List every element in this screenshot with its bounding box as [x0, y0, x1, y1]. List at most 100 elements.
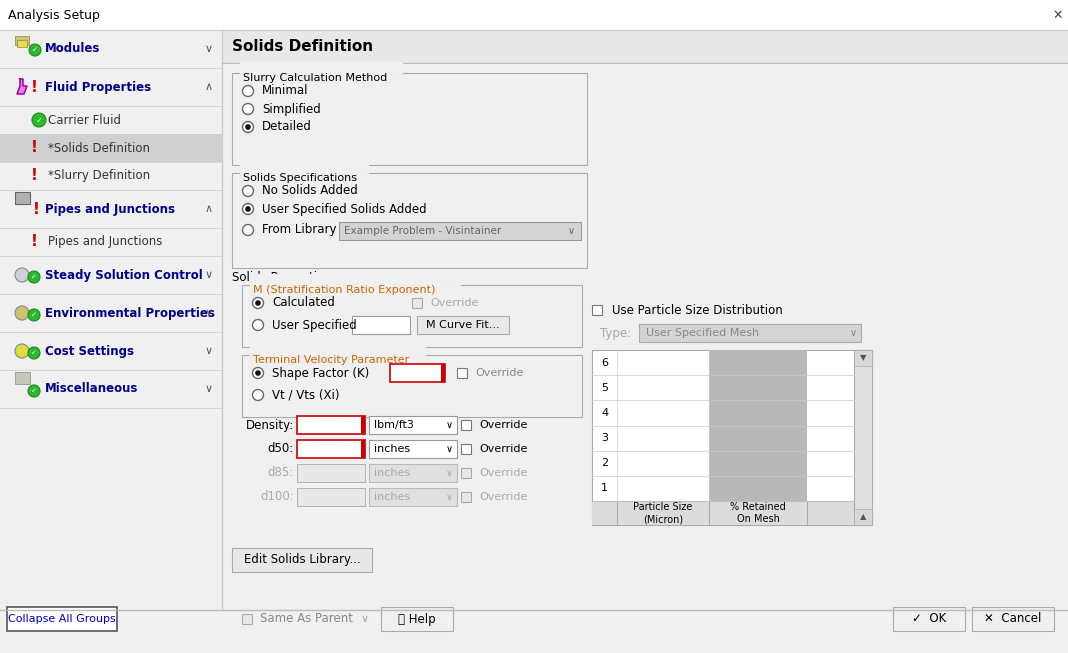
- Text: ∨: ∨: [205, 384, 213, 394]
- Bar: [709, 400, 807, 426]
- Bar: [17, 40, 27, 47]
- Text: *Slurry Definition: *Slurry Definition: [48, 170, 151, 182]
- Circle shape: [242, 204, 253, 214]
- Text: ✓: ✓: [31, 274, 37, 280]
- Text: Override: Override: [480, 468, 528, 478]
- Bar: [7, 607, 117, 631]
- Text: ∨: ∨: [849, 328, 857, 338]
- Text: Carrier Fluid: Carrier Fluid: [48, 114, 121, 127]
- Bar: [854, 509, 871, 525]
- Text: User Specified Mesh: User Specified Mesh: [646, 328, 759, 338]
- Text: Calculated: Calculated: [272, 296, 335, 310]
- Text: ∨: ∨: [361, 614, 370, 624]
- Text: ✓: ✓: [31, 350, 37, 356]
- Bar: [592, 501, 854, 525]
- Bar: [0, 0, 1068, 30]
- Circle shape: [255, 300, 261, 306]
- Text: No Solids Added: No Solids Added: [262, 185, 358, 197]
- Circle shape: [32, 113, 46, 127]
- Bar: [441, 364, 445, 382]
- Circle shape: [28, 271, 40, 283]
- Bar: [709, 375, 807, 400]
- Text: Same As Parent: Same As Parent: [260, 613, 354, 626]
- Text: 4: 4: [601, 408, 608, 418]
- Text: From Library: From Library: [262, 223, 336, 236]
- Text: Slurry Calculation Method: Slurry Calculation Method: [244, 73, 388, 83]
- Text: Particle Size
(Micron): Particle Size (Micron): [633, 502, 693, 524]
- Text: ∧: ∧: [205, 82, 213, 92]
- Bar: [854, 350, 871, 525]
- Bar: [381, 607, 453, 631]
- Bar: [242, 285, 582, 347]
- Bar: [457, 368, 467, 378]
- Text: M (Stratification Ratio Exponent): M (Stratification Ratio Exponent): [253, 285, 436, 295]
- Bar: [242, 614, 252, 624]
- Polygon shape: [240, 62, 402, 72]
- Circle shape: [15, 268, 29, 282]
- Text: Modules: Modules: [45, 42, 100, 56]
- Circle shape: [246, 206, 251, 212]
- Text: ∨: ∨: [445, 468, 453, 478]
- Text: Environmental Properties: Environmental Properties: [45, 306, 215, 319]
- Bar: [592, 305, 602, 315]
- Text: Cost Settings: Cost Settings: [45, 345, 134, 357]
- Text: User Specified Solids Added: User Specified Solids Added: [262, 202, 426, 215]
- Bar: [15, 36, 29, 45]
- Bar: [232, 73, 587, 165]
- Text: ✕: ✕: [1053, 8, 1064, 22]
- Text: Use Particle Size Distribution: Use Particle Size Distribution: [612, 304, 783, 317]
- Text: 6: 6: [601, 358, 608, 368]
- Circle shape: [242, 103, 253, 114]
- Bar: [709, 451, 807, 476]
- Text: ✓: ✓: [31, 312, 37, 318]
- Text: lbm/ft3: lbm/ft3: [374, 420, 414, 430]
- Circle shape: [242, 185, 253, 197]
- Text: Terminal Velocity Parameter: Terminal Velocity Parameter: [253, 355, 409, 365]
- Text: Override: Override: [475, 368, 523, 378]
- Text: ∨: ∨: [205, 346, 213, 356]
- Text: d85:: d85:: [268, 466, 294, 479]
- Bar: [222, 43, 1068, 623]
- Bar: [0, 134, 222, 162]
- Bar: [709, 426, 807, 451]
- Text: Simplified: Simplified: [262, 103, 320, 116]
- Circle shape: [28, 385, 40, 397]
- Text: Detailed: Detailed: [262, 121, 312, 133]
- Text: inches: inches: [374, 468, 410, 478]
- Bar: [709, 476, 807, 501]
- Text: Type:: Type:: [600, 326, 631, 340]
- Circle shape: [252, 319, 264, 330]
- Bar: [297, 464, 365, 482]
- Circle shape: [242, 225, 253, 236]
- Circle shape: [15, 306, 29, 320]
- Text: User Specified: User Specified: [272, 319, 357, 332]
- Text: ∨: ∨: [205, 308, 213, 318]
- Bar: [297, 488, 365, 506]
- Text: ▲: ▲: [860, 513, 866, 522]
- Text: 5: 5: [601, 383, 608, 392]
- Text: ✓  OK: ✓ OK: [912, 613, 946, 626]
- Bar: [232, 173, 587, 268]
- Text: % Retained
On Mesh: % Retained On Mesh: [731, 502, 786, 524]
- Bar: [461, 420, 471, 430]
- Text: !: !: [31, 168, 37, 183]
- Text: 1: 1: [601, 483, 608, 494]
- Bar: [370, 488, 457, 506]
- Text: Vt / Vts (Xi): Vt / Vts (Xi): [272, 389, 340, 402]
- Bar: [709, 350, 807, 375]
- Text: !: !: [31, 140, 37, 155]
- Text: !: !: [31, 234, 37, 249]
- Bar: [461, 468, 471, 478]
- Text: d100:: d100:: [261, 490, 294, 503]
- Circle shape: [242, 121, 253, 133]
- Text: ✓: ✓: [31, 388, 37, 394]
- Text: Pipes and Junctions: Pipes and Junctions: [48, 236, 162, 249]
- Circle shape: [242, 86, 253, 97]
- Bar: [893, 607, 965, 631]
- Text: ∨: ∨: [445, 492, 453, 502]
- Text: ❓ Help: ❓ Help: [398, 613, 436, 626]
- Bar: [339, 222, 581, 240]
- Bar: [461, 492, 471, 502]
- Bar: [370, 440, 457, 458]
- Text: Fluid Properties: Fluid Properties: [45, 80, 152, 93]
